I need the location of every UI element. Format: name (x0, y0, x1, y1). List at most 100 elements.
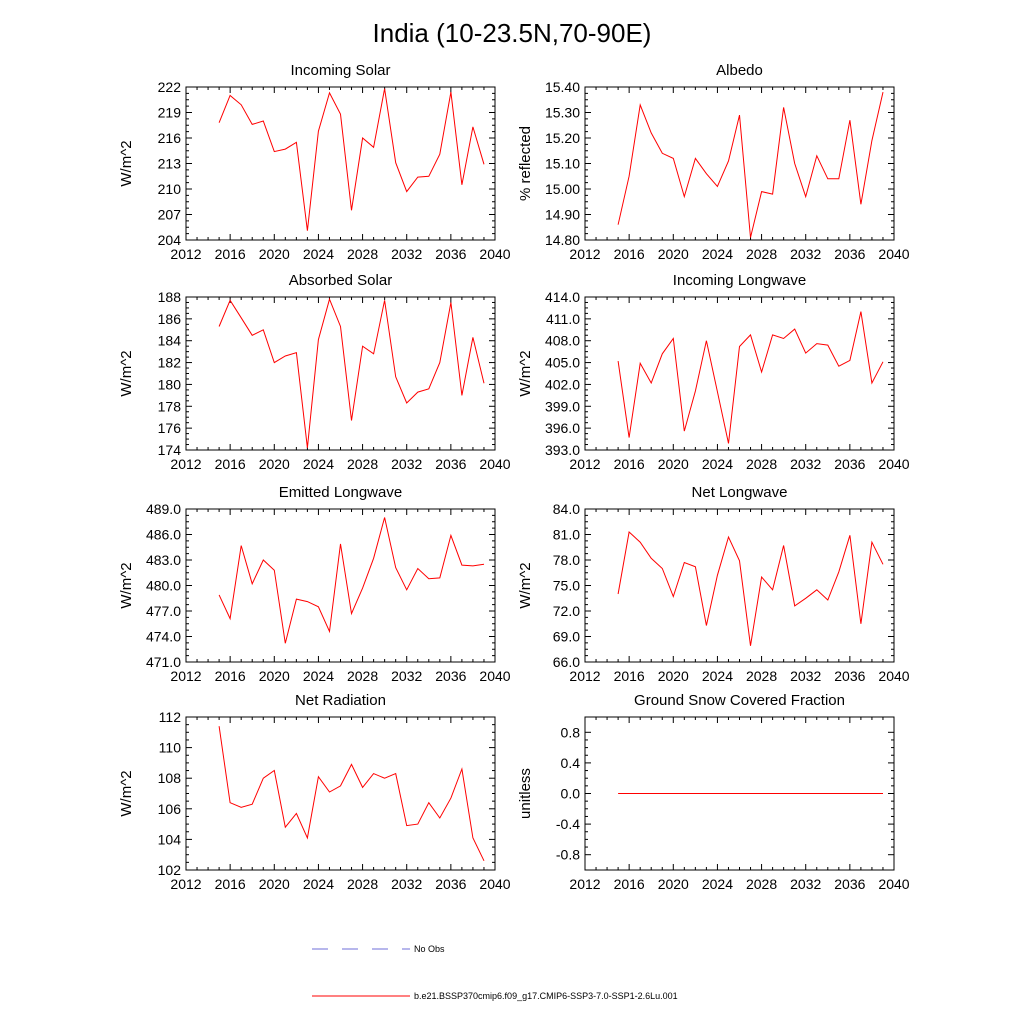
plot-frame (185, 296, 496, 451)
y-tick-label: 176 (158, 420, 182, 436)
x-tick-label: 2016 (614, 246, 645, 262)
chart-panel: 2012 2016 2020 2024 2028 2032 2036 2040 174 176 17… (118, 272, 511, 472)
y-tick-label: 184 (158, 333, 182, 349)
panels: 2012 2016 2020 2024 2028 2032 2036 2040 204 207 21… (118, 62, 910, 892)
y-tick-label: 393.0 (545, 442, 580, 458)
y-tick-label: 180 (158, 376, 182, 392)
y-axis-label: W/m^2 (517, 562, 534, 608)
x-tick-label: 2028 (746, 246, 777, 262)
x-tick-label: 2024 (303, 668, 334, 684)
x-tick-label: 2012 (170, 246, 201, 262)
x-tick-label: 2020 (658, 456, 689, 472)
x-tick-label: 2012 (569, 876, 600, 892)
y-tick-label: 182 (158, 355, 182, 371)
x-tick-label: 2016 (215, 876, 246, 892)
series-line (617, 531, 884, 646)
y-tick-label: 81.0 (553, 527, 580, 543)
x-tick-label: 2024 (303, 456, 334, 472)
y-tick-label: 174 (158, 442, 182, 458)
y-tick-label: 72.0 (553, 603, 580, 619)
legend-item: b.e21.BSSP370cmip6.f09_g17.CMIP6-SSP3-7.… (312, 991, 678, 1001)
y-axis-label: W/m^2 (118, 562, 135, 608)
y-tick-label: 104 (158, 831, 182, 847)
legend-label: No Obs (414, 944, 445, 954)
x-tick-label: 2040 (878, 876, 909, 892)
x-tick-label: 2012 (569, 456, 600, 472)
y-tick-label: 210 (158, 181, 182, 197)
x-tick-label: 2016 (614, 668, 645, 684)
y-tick-label: 0.0 (561, 786, 581, 802)
y-axis-label: W/m^2 (118, 350, 135, 396)
y-tick-label: 213 (158, 156, 182, 172)
plot-frame (584, 508, 895, 663)
x-tick-label: 2028 (746, 668, 777, 684)
y-tick-label: 15.30 (545, 105, 580, 121)
y-tick-label: 399.0 (545, 398, 580, 414)
x-tick-label: 2020 (658, 876, 689, 892)
x-tick-label: 2032 (391, 668, 422, 684)
y-tick-label: 486.0 (146, 527, 181, 543)
chart-panel: 2012 2016 2020 2024 2028 2032 2036 2040 471.0 474… (118, 484, 511, 684)
x-tick-label: 2028 (347, 246, 378, 262)
x-tick-label: 2036 (834, 456, 865, 472)
x-tick-label: 2032 (790, 246, 821, 262)
y-tick-label: 414.0 (545, 289, 580, 305)
x-tick-label: 2020 (259, 246, 290, 262)
y-tick-label: 474.0 (146, 629, 181, 645)
plot-frame (185, 716, 496, 871)
x-tick-label: 2012 (569, 246, 600, 262)
x-tick-label: 2036 (435, 456, 466, 472)
y-tick-label: 15.40 (545, 79, 580, 95)
chart-panel: 2012 2016 2020 2024 2028 2032 2036 2040 102 104 10… (118, 692, 511, 892)
series-line (218, 88, 485, 231)
y-tick-label: 78.0 (553, 552, 580, 568)
x-tick-label: 2036 (834, 876, 865, 892)
y-tick-label: 69.0 (553, 629, 580, 645)
x-tick-label: 2024 (702, 876, 733, 892)
y-axis-label: W/m^2 (517, 350, 534, 396)
x-tick-label: 2012 (170, 668, 201, 684)
plot-frame (185, 86, 496, 241)
y-tick-label: 408.0 (545, 333, 580, 349)
legend-item: No Obs (312, 944, 445, 954)
x-tick-label: 2028 (347, 668, 378, 684)
x-tick-label: 2028 (347, 456, 378, 472)
series-line (218, 726, 485, 862)
x-tick-label: 2020 (259, 668, 290, 684)
y-axis-label: W/m^2 (118, 770, 135, 816)
y-axis-label: W/m^2 (118, 140, 135, 186)
y-tick-label: 75.0 (553, 578, 580, 594)
x-tick-label: 2032 (391, 456, 422, 472)
x-tick-label: 2036 (834, 668, 865, 684)
y-tick-label: 405.0 (545, 355, 580, 371)
x-tick-label: 2016 (215, 456, 246, 472)
y-tick-label: 15.20 (545, 130, 580, 146)
y-tick-label: 471.0 (146, 654, 181, 670)
x-tick-label: 2032 (391, 876, 422, 892)
x-tick-label: 2036 (834, 246, 865, 262)
y-tick-label: 489.0 (146, 501, 181, 517)
x-tick-label: 2020 (658, 668, 689, 684)
y-axis-label: unitless (517, 768, 534, 819)
x-tick-label: 2032 (790, 668, 821, 684)
chart-panel: 2012 2016 2020 2024 2028 2032 2036 2040 393.0 396… (517, 272, 910, 472)
panel-title: Incoming Longwave (673, 272, 806, 289)
x-tick-label: 2012 (170, 876, 201, 892)
x-tick-label: 2036 (435, 668, 466, 684)
x-tick-label: 2032 (391, 246, 422, 262)
y-tick-label: 204 (158, 232, 182, 248)
x-tick-label: 2036 (435, 876, 466, 892)
y-tick-label: 0.8 (561, 724, 581, 740)
x-tick-label: 2040 (878, 456, 909, 472)
x-tick-label: 2016 (215, 246, 246, 262)
y-tick-label: 402.0 (545, 376, 580, 392)
panel-title: Incoming Solar (290, 62, 390, 79)
chart-panel: 2012 2016 2020 2024 2028 2032 2036 2040 66.0 69.0… (517, 484, 910, 684)
y-tick-label: 14.80 (545, 232, 580, 248)
x-tick-label: 2016 (614, 456, 645, 472)
x-tick-label: 2040 (479, 668, 510, 684)
x-tick-label: 2024 (702, 246, 733, 262)
x-tick-label: 2020 (259, 876, 290, 892)
chart-panel: 2012 2016 2020 2024 2028 2032 2036 2040 14.80 14.… (517, 62, 910, 262)
plot-frame (185, 508, 496, 663)
